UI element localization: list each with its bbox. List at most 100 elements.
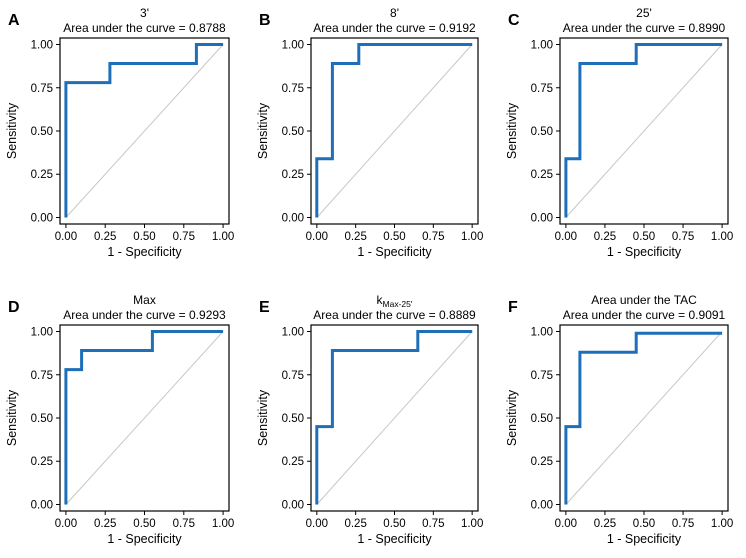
y-tick-label: 0.50 [282,413,304,425]
reference-diagonal [65,44,224,218]
roc-curve [564,331,723,505]
y-tick-label: 0.75 [31,370,53,382]
reference-diagonal [316,44,473,218]
y-tick-label: 0.25 [531,169,553,181]
y-tick-label: 0.00 [282,499,304,511]
x-tick-label: 0.50 [133,518,155,530]
x-tick-label: 0.75 [422,518,444,530]
chart-title: kMax-25' [377,293,413,309]
y-tick-label: 0.25 [282,169,304,181]
y-tick-label: 0.50 [531,413,553,425]
x-tick-label: 0.25 [594,231,616,243]
chart-subtitle: Area under the curve = 0.9293 [63,308,226,322]
x-tick-label: 0.25 [94,231,116,243]
chart-subtitle: Area under the curve = 0.8990 [563,21,726,35]
y-axis-label: Sensitivity [5,102,19,159]
x-tick-label: 1.00 [212,518,234,530]
y-tick-label: 0.25 [282,456,304,468]
panel-label: B [259,12,271,29]
y-tick-label: 0.50 [531,126,553,138]
x-tick-label: 0.25 [94,518,116,530]
x-tick-label: 0.00 [55,518,77,530]
y-tick-label: 0.00 [31,499,53,511]
x-axis-label: 1 - Specificity [607,532,682,546]
x-tick-label: 1.00 [711,231,733,243]
x-tick-label: 0.00 [555,518,577,530]
x-tick-label: 0.50 [383,231,405,243]
chart-title: 3' [140,6,149,20]
x-tick-label: 0.25 [344,231,366,243]
y-tick-label: 0.50 [31,126,53,138]
x-tick-label: 0.50 [633,231,655,243]
panel-label: D [8,299,20,316]
x-axis-label: 1 - Specificity [107,532,182,546]
y-axis-label: Sensitivity [256,389,270,446]
x-axis-label: 1 - Specificity [357,532,432,546]
x-tick-label: 0.50 [633,518,655,530]
x-tick-label: 0.00 [55,231,77,243]
y-tick-label: 0.00 [31,212,53,224]
x-tick-label: 0.50 [133,231,155,243]
y-tick-label: 0.00 [531,499,553,511]
x-tick-label: 0.75 [672,518,694,530]
y-axis-label: Sensitivity [505,102,519,159]
y-tick-label: 0.50 [282,126,304,138]
y-tick-label: 1.00 [531,327,553,339]
chart-subtitle: Area under the curve = 0.8788 [63,21,226,35]
x-tick-label: 1.00 [212,231,234,243]
x-tick-label: 0.25 [594,518,616,530]
chart-title: Max [133,293,156,307]
y-tick-label: 0.50 [31,413,53,425]
chart-subtitle: Area under the curve = 0.8889 [313,308,476,322]
roc-curve [315,330,473,505]
x-tick-label: 0.75 [173,231,195,243]
y-tick-label: 1.00 [31,40,53,52]
y-tick-label: 0.25 [31,169,53,181]
chart-title: 25' [636,6,652,20]
roc-curve [564,43,723,218]
y-tick-label: 0.25 [531,456,553,468]
panel-a: A 3'Area under the curve = 0.8788 0.00 0.25… [5,6,234,259]
x-axis-label: 1 - Specificity [607,245,682,259]
x-tick-label: 1.00 [461,231,483,243]
x-axis-label: 1 - Specificity [107,245,182,259]
y-tick-label: 0.75 [282,83,304,95]
x-tick-label: 0.00 [555,231,577,243]
x-tick-label: 0.00 [306,518,328,530]
y-tick-label: 1.00 [531,40,553,52]
panel-label: C [508,12,520,29]
panel-label: F [508,299,518,316]
roc-curve [315,43,473,218]
y-axis-label: Sensitivity [256,102,270,159]
y-tick-label: 1.00 [282,40,304,52]
x-tick-label: 1.00 [461,518,483,530]
panel-label: A [8,12,20,29]
chart-title: Area under the TAC [591,293,697,307]
x-tick-label: 0.50 [383,518,405,530]
chart-title: 8' [390,6,399,20]
y-tick-label: 0.75 [31,83,53,95]
reference-diagonal [65,331,224,505]
panel-c: C 25'Area under the curve = 0.8990 0.00 0.2… [505,6,733,259]
y-tick-label: 0.75 [531,370,553,382]
y-tick-label: 0.00 [531,212,553,224]
chart-subtitle: Area under the curve = 0.9091 [563,308,726,322]
y-tick-label: 0.75 [282,370,304,382]
x-tick-label: 0.00 [306,231,328,243]
y-axis-label: Sensitivity [5,389,19,446]
roc-curve [64,330,224,505]
reference-diagonal [565,44,723,218]
reference-diagonal [565,331,723,505]
x-tick-label: 1.00 [711,518,733,530]
reference-diagonal [316,331,473,505]
x-tick-label: 0.75 [422,231,444,243]
panel-b: B 8'Area under the curve = 0.9192 0.00 0.25… [256,6,483,259]
y-tick-label: 0.75 [531,83,553,95]
y-tick-label: 0.00 [282,212,304,224]
y-tick-label: 0.25 [31,456,53,468]
roc-curve [64,43,224,218]
x-tick-label: 0.25 [344,518,366,530]
